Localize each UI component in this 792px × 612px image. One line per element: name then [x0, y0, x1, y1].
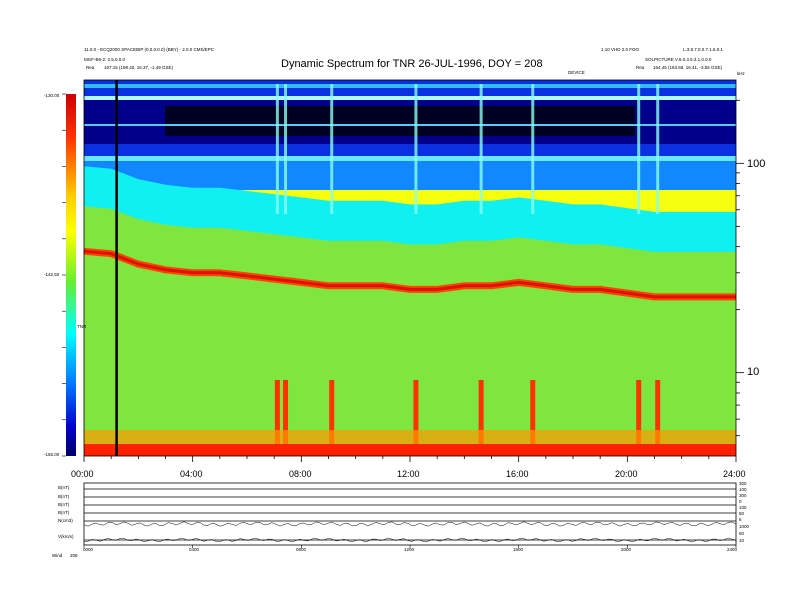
spectrogram [83, 80, 736, 457]
y-axis-ticks [736, 99, 744, 437]
lower-trace-1 [83, 537, 737, 543]
lower-row-label-6: V(km/s) [58, 534, 74, 539]
burst-hf-7 [656, 84, 660, 214]
burst-6 [636, 380, 642, 456]
lower-right-tick-1: 300 [739, 481, 747, 486]
x-tick-4: 16:00 [506, 469, 529, 479]
lower-right-tick-5: 100 [739, 505, 747, 510]
header-unit-label: kHz [737, 71, 745, 76]
x-tick-5: 20:00 [615, 469, 638, 479]
emission-band-core [83, 249, 736, 299]
lower-right-tick-2: 100 [739, 487, 747, 492]
header-device-label: DEVICE [568, 70, 585, 75]
lower-right-tick-3: 300 [739, 493, 747, 498]
chart-title: Dynamic Spectrum for TNR 26-JUL-1996, DO… [281, 58, 543, 70]
header-left-line1: 11.0.0 - ECQ2000 SPACEBIP (0.0.0.0.0) (B… [84, 47, 215, 52]
burst-hf-2 [330, 84, 334, 214]
header-right-line3-label: Rea [636, 65, 645, 70]
lower-x-tick-6: 2400 [727, 547, 738, 552]
header-right-line1b: L.3.8.7.0.0.7.1.6.0.1 [683, 47, 724, 52]
lower-panel-frame [83, 482, 737, 546]
x-tick-0: 00:00 [71, 469, 94, 479]
header-left-line3-value: 167.15 (198.40, 16.37, -1.49 GSE) [104, 65, 174, 70]
colorbar-tick-mid: -142.50 [44, 272, 60, 277]
y-tick-100: 100 [747, 158, 766, 170]
colorbar-ticks [62, 93, 66, 457]
lower-right-tick-7: 5 [739, 517, 742, 522]
low-freq-orange [84, 430, 736, 444]
x-tick-1: 04:00 [180, 469, 203, 479]
burst-hf-6 [637, 84, 641, 214]
header-left-line3-label: Rea [86, 65, 95, 70]
lower-x-tick-5: 2000 [621, 547, 632, 552]
lower-row-label-4: B(nT) [58, 510, 70, 515]
header-right-line3-value: 164.45 (163.68, 16.41, -3.55 GSE) [653, 65, 723, 70]
lower-right-tick-9: 50 [739, 531, 745, 536]
low-freq-red [84, 444, 736, 456]
harmonic-line-1 [84, 84, 736, 88]
lower-right-tick-4: 0 [739, 499, 742, 504]
burst-0 [274, 380, 280, 456]
green-region [84, 206, 736, 456]
lower-x-tick-0: 0000 [83, 547, 94, 552]
lower-x-tick-1: 0400 [189, 547, 200, 552]
lower-trace-0 [83, 521, 737, 527]
bursts [274, 84, 661, 456]
burst-hf-3 [414, 84, 418, 214]
lower-x-tick-4: 1600 [513, 547, 524, 552]
harmonic-line-4 [84, 156, 736, 161]
black-band [165, 106, 635, 136]
y-tick-10: 10 [747, 366, 760, 378]
burst-4 [478, 380, 484, 456]
lower-row-label-3: B(nT) [58, 502, 70, 507]
x-axis-ticks [83, 456, 737, 462]
lower-x-tick-3: 1200 [404, 547, 415, 552]
lower-panels [83, 482, 737, 548]
lower-row-label-5: N(cm3) [58, 518, 73, 523]
x-tick-6: 24:00 [723, 469, 746, 479]
burst-5 [530, 380, 536, 456]
lower-row-label-1: B(nT) [58, 485, 70, 490]
colorbar-tick-top: -130.00 [44, 93, 60, 98]
burst-hf-0 [275, 84, 279, 214]
harmonic-line-3 [84, 124, 736, 126]
footer-label: Wind [52, 553, 63, 558]
burst-hf-4 [479, 84, 483, 214]
header-right-line2: SOLPICTURE V.6.0.3.5.3.1.0.0.0 [645, 57, 712, 62]
burst-2 [329, 380, 335, 456]
burst-7 [655, 380, 661, 456]
lower-right-tick-10: 10 [739, 538, 745, 543]
burst-3 [413, 380, 419, 456]
lower-row-label-2: B(nT) [58, 494, 70, 499]
lower-x-tick-2: 0800 [296, 547, 307, 552]
footer-value: 208 [70, 553, 78, 558]
colorbar [66, 94, 76, 456]
burst-hf-1 [284, 84, 288, 214]
harmonic-line-2 [84, 96, 736, 100]
colorbar-tick-bottom: -155.00 [44, 452, 60, 457]
colorbar-label: TNR [77, 324, 87, 329]
burst-1 [283, 380, 289, 456]
burst-hf-5 [531, 84, 535, 214]
header-left-line2: MGF-B6-2: 2.5.0.0.0 [84, 57, 126, 62]
lower-right-tick-6: 50 [739, 511, 745, 516]
lower-right-tick-8: 1000 [739, 524, 750, 529]
header-right-line1: 1.10 VHD 2.0 FOO [601, 47, 640, 52]
x-tick-2: 08:00 [289, 469, 312, 479]
x-tick-3: 12:00 [397, 469, 420, 479]
